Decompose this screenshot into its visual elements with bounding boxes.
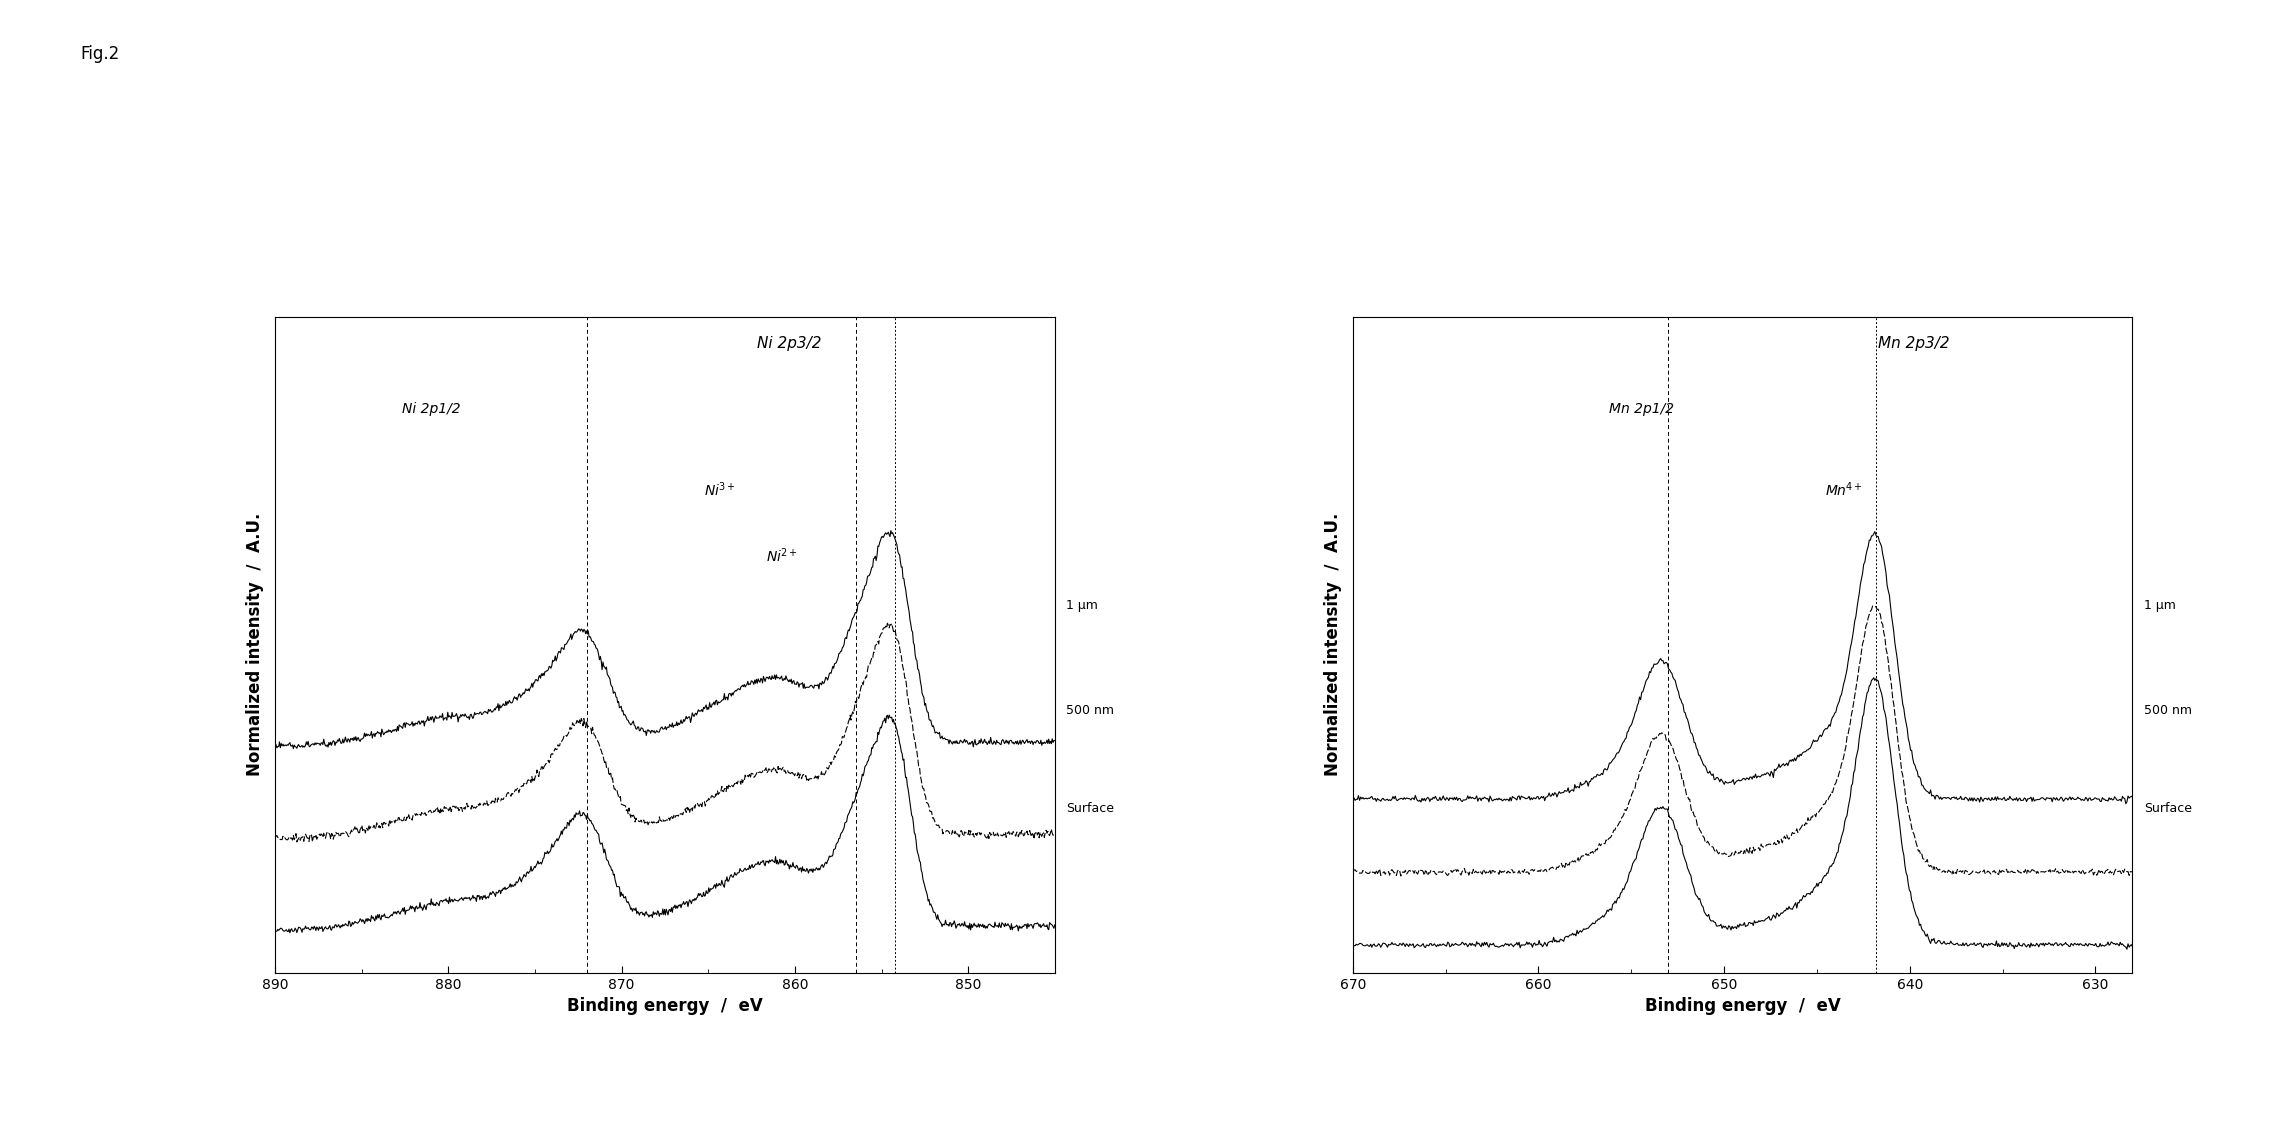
Text: Ni 2p3/2: Ni 2p3/2 bbox=[757, 336, 821, 352]
Text: Surface: Surface bbox=[1066, 802, 1114, 815]
Y-axis label: Normalized intensity  /  A.U.: Normalized intensity / A.U. bbox=[1323, 513, 1341, 776]
Text: Ni$^{2+}$: Ni$^{2+}$ bbox=[766, 546, 798, 564]
Text: Mn 2p1/2: Mn 2p1/2 bbox=[1610, 402, 1674, 416]
Text: Surface: Surface bbox=[2144, 802, 2192, 815]
Text: 1 μm: 1 μm bbox=[2144, 598, 2176, 612]
X-axis label: Binding energy  /  eV: Binding energy / eV bbox=[1644, 998, 1841, 1016]
Text: Fig.2: Fig.2 bbox=[80, 45, 119, 63]
Y-axis label: Normalized intensity  /  A.U.: Normalized intensity / A.U. bbox=[245, 513, 264, 776]
Text: Ni$^{3+}$: Ni$^{3+}$ bbox=[704, 481, 736, 499]
Text: Mn$^{4+}$: Mn$^{4+}$ bbox=[1825, 481, 1862, 499]
X-axis label: Binding energy  /  eV: Binding energy / eV bbox=[566, 998, 764, 1016]
Text: 500 nm: 500 nm bbox=[2144, 703, 2192, 717]
Text: Mn 2p3/2: Mn 2p3/2 bbox=[1878, 336, 1949, 352]
Text: Ni 2p1/2: Ni 2p1/2 bbox=[401, 402, 461, 416]
Text: 1 μm: 1 μm bbox=[1066, 598, 1098, 612]
Text: 500 nm: 500 nm bbox=[1066, 703, 1114, 717]
